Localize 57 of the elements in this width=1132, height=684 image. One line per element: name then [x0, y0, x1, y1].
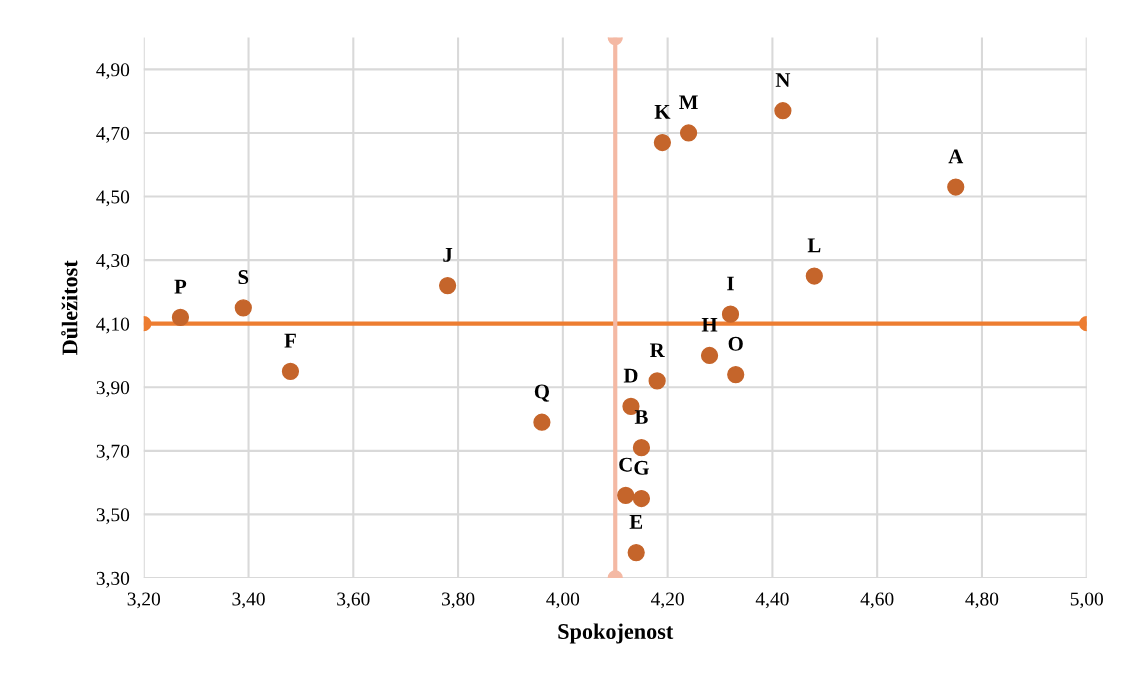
point [721, 305, 740, 323]
data-label: N [775, 73, 791, 87]
x-tick-label: 4,60 [860, 592, 894, 609]
point [679, 124, 698, 142]
point [653, 133, 672, 152]
point [947, 178, 965, 196]
y-tick-label: 4,90 [96, 63, 130, 80]
point [627, 543, 645, 562]
x-tick-label: 4,80 [965, 592, 999, 609]
y-tick-label: 4,50 [96, 190, 130, 207]
point [234, 299, 252, 317]
point [438, 276, 457, 295]
x-tick-label: 4,00 [546, 592, 580, 609]
point [700, 346, 719, 365]
data-label: E [629, 515, 643, 529]
data-label: O [728, 336, 743, 351]
y-tick-label: 3,70 [96, 444, 130, 461]
x-tick-label: 4,40 [755, 592, 789, 609]
data-label: F [284, 333, 296, 348]
data-label: G [634, 460, 649, 475]
y-tick-label: 3,50 [96, 508, 130, 525]
point [727, 365, 745, 384]
y-tick-label: 4,10 [96, 317, 130, 334]
x-axis-title: Spokojenost [558, 623, 674, 644]
y-tick-label: 4,30 [96, 253, 130, 270]
point [632, 439, 651, 457]
point [648, 372, 666, 390]
y-tick-label: 4,70 [96, 126, 130, 143]
data-label: B [634, 410, 648, 424]
point [617, 486, 635, 504]
y-axis-title: Důležitost [61, 260, 78, 355]
point [171, 308, 190, 326]
x-tick-label: 5,00 [1070, 592, 1103, 609]
data-label: C [619, 457, 632, 472]
x-tick-label: 3,20 [127, 592, 161, 609]
x-tick-label: 3,80 [442, 592, 475, 609]
x-tick-label: 4,20 [650, 592, 684, 609]
data-label: R [649, 343, 665, 358]
data-label: M [679, 95, 698, 110]
data-label: K [654, 104, 671, 119]
point [632, 489, 651, 508]
data-label: P [174, 279, 187, 294]
data-label: L [807, 238, 821, 253]
data-label: Q [534, 384, 550, 402]
point [533, 413, 551, 431]
data-label: S [238, 270, 249, 285]
x-tick-label: 3,40 [232, 592, 265, 609]
data-label: A [948, 149, 964, 164]
data-label: J [443, 248, 453, 262]
point [805, 267, 823, 285]
data-label: I [727, 276, 734, 291]
x-tick-label: 3,60 [337, 592, 370, 609]
y-tick-label: 3,90 [96, 381, 130, 397]
y-tick-label: 3,30 [96, 571, 130, 588]
point [774, 102, 792, 120]
point [281, 362, 300, 380]
data-label: D [623, 368, 638, 383]
